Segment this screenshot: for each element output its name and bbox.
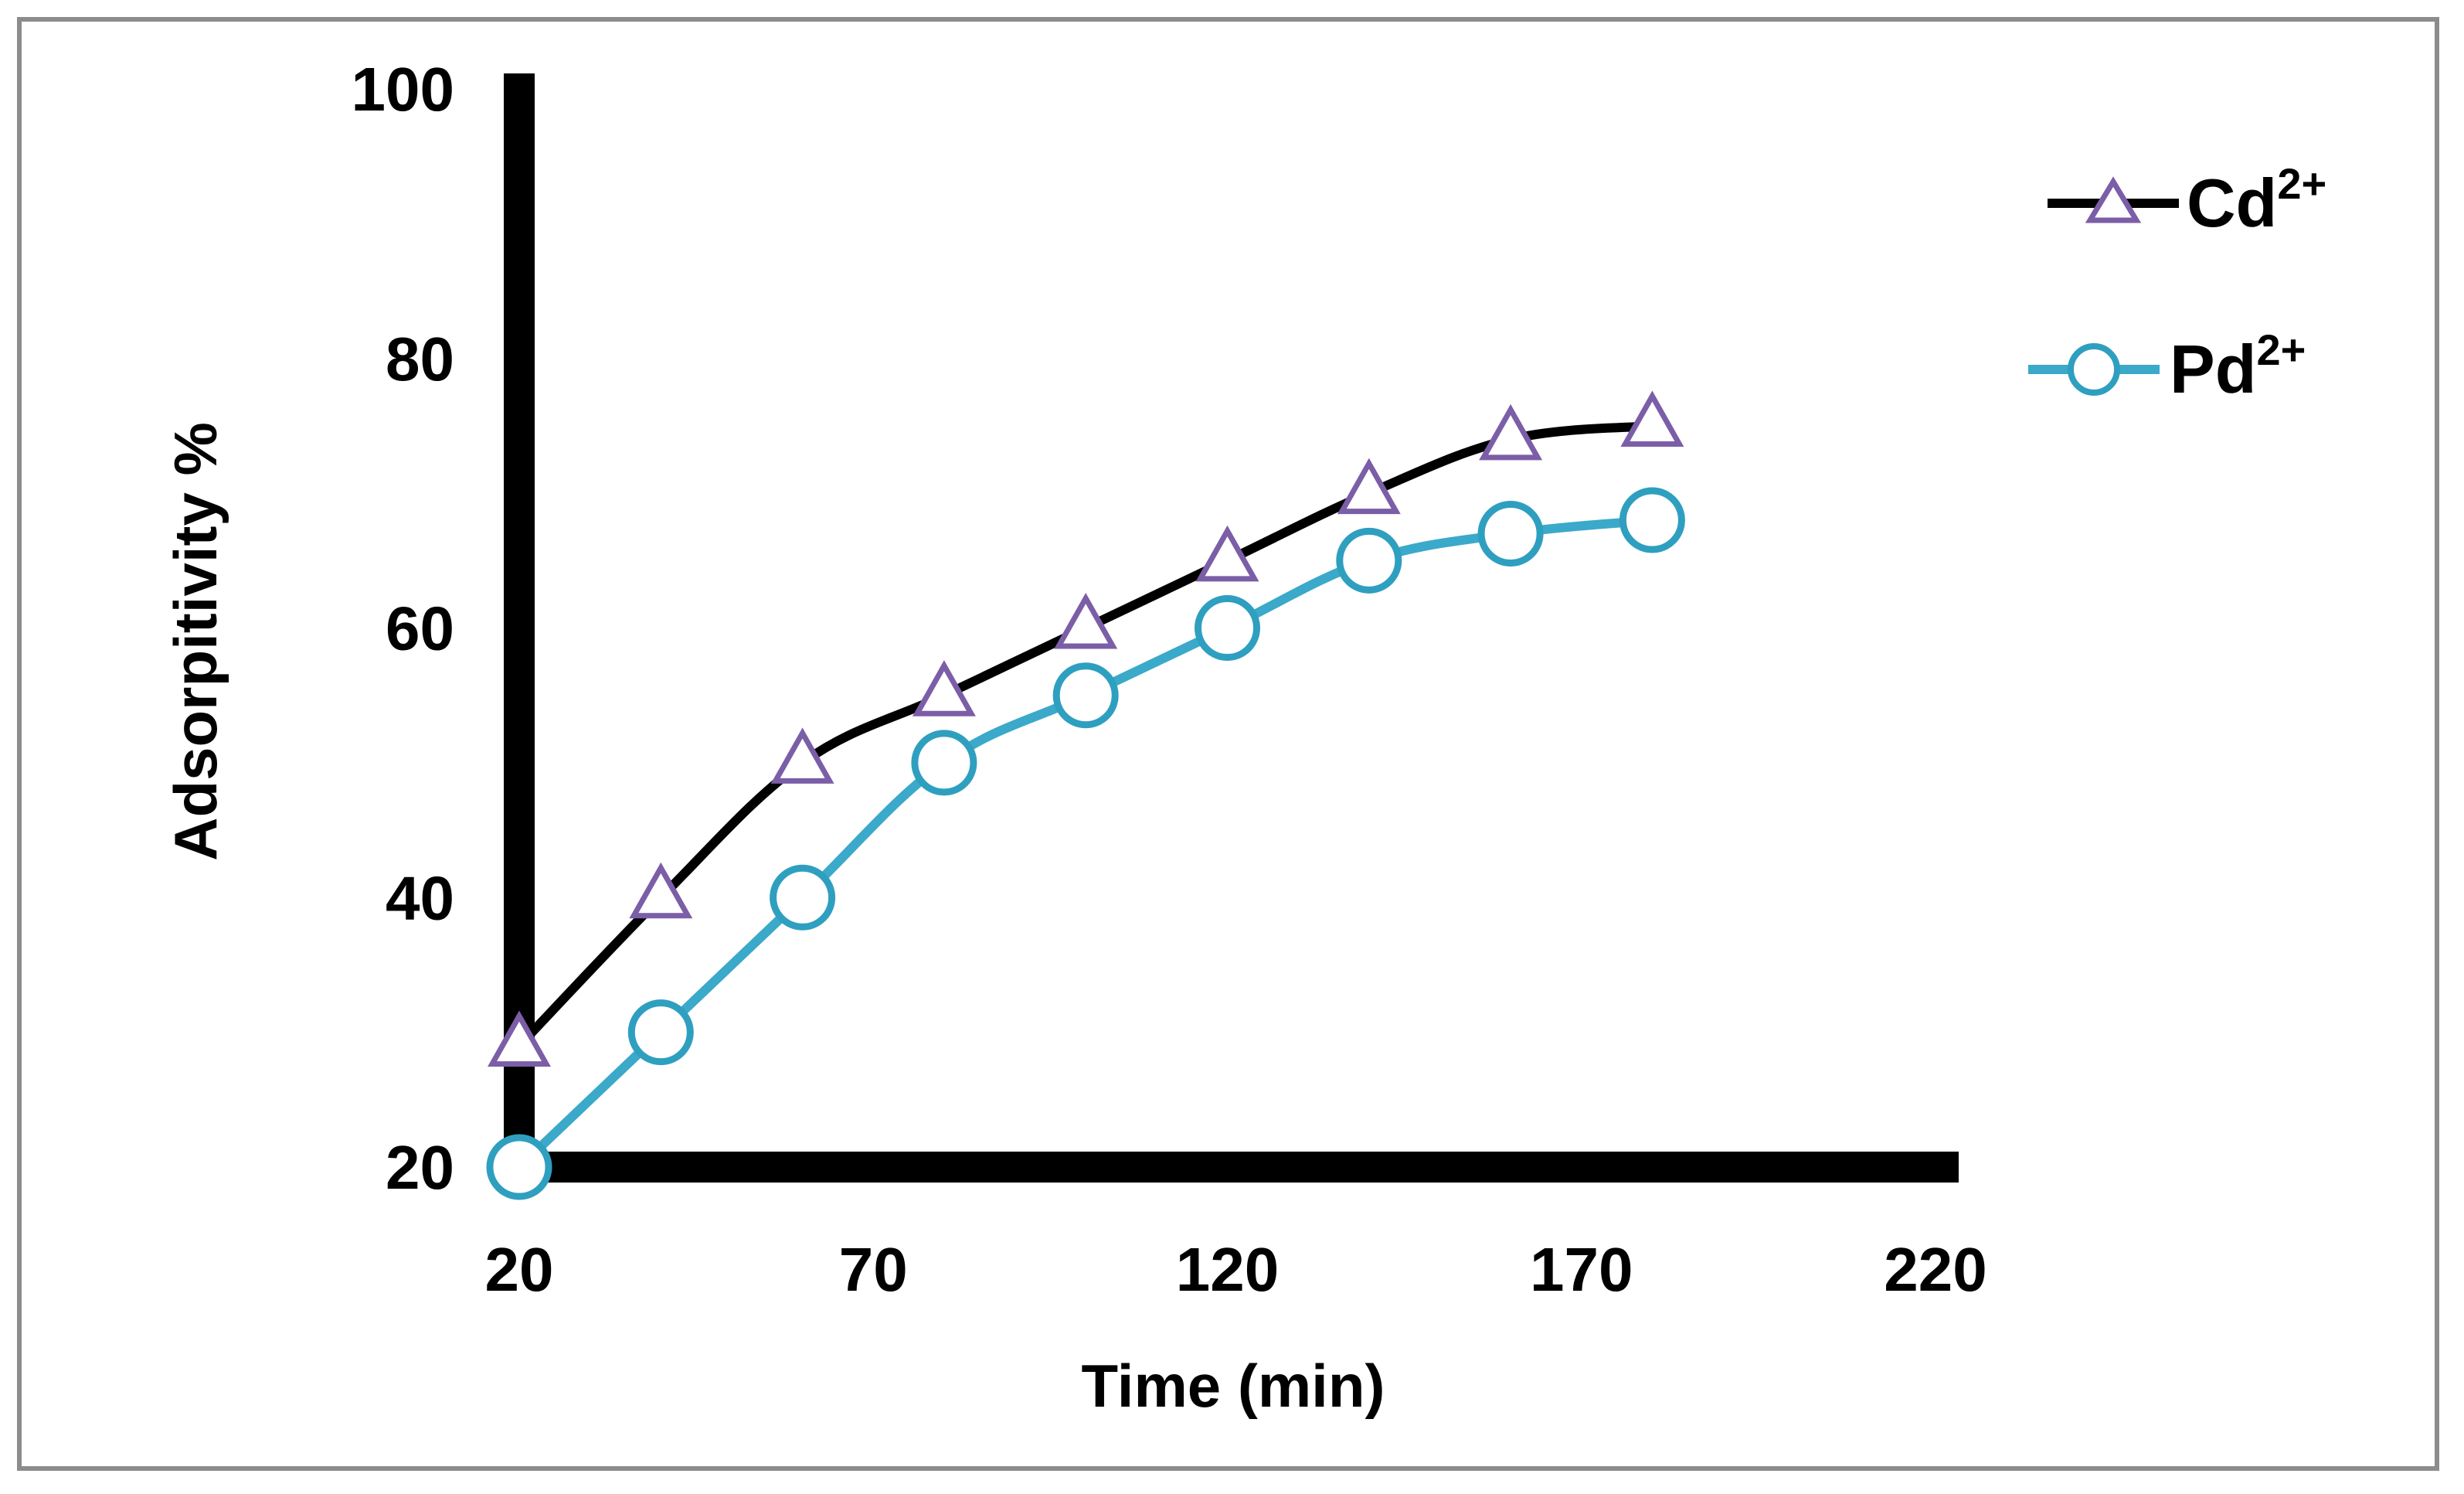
- data-point-pd-0[interactable]: [486, 1134, 552, 1200]
- legend-item-cd[interactable]: Cd2+: [2048, 159, 2326, 241]
- y-tick-label-3: 80: [386, 325, 454, 393]
- y-tick-label-2: 60: [386, 594, 454, 663]
- data-point-cd-5[interactable]: [1195, 525, 1259, 582]
- data-point-pd-7[interactable]: [1477, 500, 1544, 567]
- data-point-cd-7[interactable]: [1479, 403, 1543, 461]
- data-point-cd-1[interactable]: [629, 862, 693, 919]
- tick-layer: 20 70 120 170 220 20 40 60 80 100: [352, 55, 1987, 1304]
- chart-frame: [17, 17, 2439, 1471]
- marker-layer: [486, 390, 1685, 1200]
- data-point-cd-4[interactable]: [1054, 592, 1118, 649]
- x-tick-label-0: 20: [485, 1235, 554, 1304]
- legend-label-pd: Pd2+: [2170, 325, 2306, 407]
- x-tick-label-3: 170: [1530, 1235, 1633, 1304]
- data-point-cd-2[interactable]: [770, 727, 834, 784]
- x-tick-label-1: 70: [839, 1235, 908, 1304]
- data-point-pd-1[interactable]: [627, 999, 694, 1066]
- x-axis-title: Time (min): [1082, 1352, 1385, 1420]
- x-tick-label-4: 220: [1884, 1235, 1986, 1304]
- axes-layer: [504, 73, 1959, 1183]
- legend-marker-pd: [2068, 343, 2120, 396]
- data-point-pd-6[interactable]: [1336, 527, 1402, 594]
- data-point-pd-2[interactable]: [770, 864, 836, 931]
- legend[interactable]: Cd2+ Pd2+: [2028, 159, 2326, 407]
- data-point-cd-8[interactable]: [1620, 390, 1684, 447]
- data-point-pd-5[interactable]: [1195, 595, 1260, 661]
- legend-marker-cd: [2085, 176, 2142, 223]
- data-point-cd-0[interactable]: [488, 1010, 551, 1067]
- data-point-cd-3[interactable]: [912, 660, 976, 716]
- data-point-cd-6[interactable]: [1337, 458, 1401, 515]
- y-axis-title: Adsorpitivity %: [161, 422, 229, 861]
- data-point-pd-4[interactable]: [1052, 662, 1119, 729]
- x-tick-label-2: 120: [1176, 1235, 1279, 1304]
- data-point-pd-8[interactable]: [1619, 487, 1685, 553]
- y-tick-label-4: 100: [352, 55, 454, 124]
- data-point-pd-3[interactable]: [911, 730, 977, 796]
- legend-label-cd: Cd2+: [2187, 159, 2326, 241]
- legend-item-pd[interactable]: Pd2+: [2028, 325, 2306, 407]
- y-tick-label-0: 20: [386, 1133, 454, 1202]
- y-tick-label-1: 40: [386, 863, 454, 932]
